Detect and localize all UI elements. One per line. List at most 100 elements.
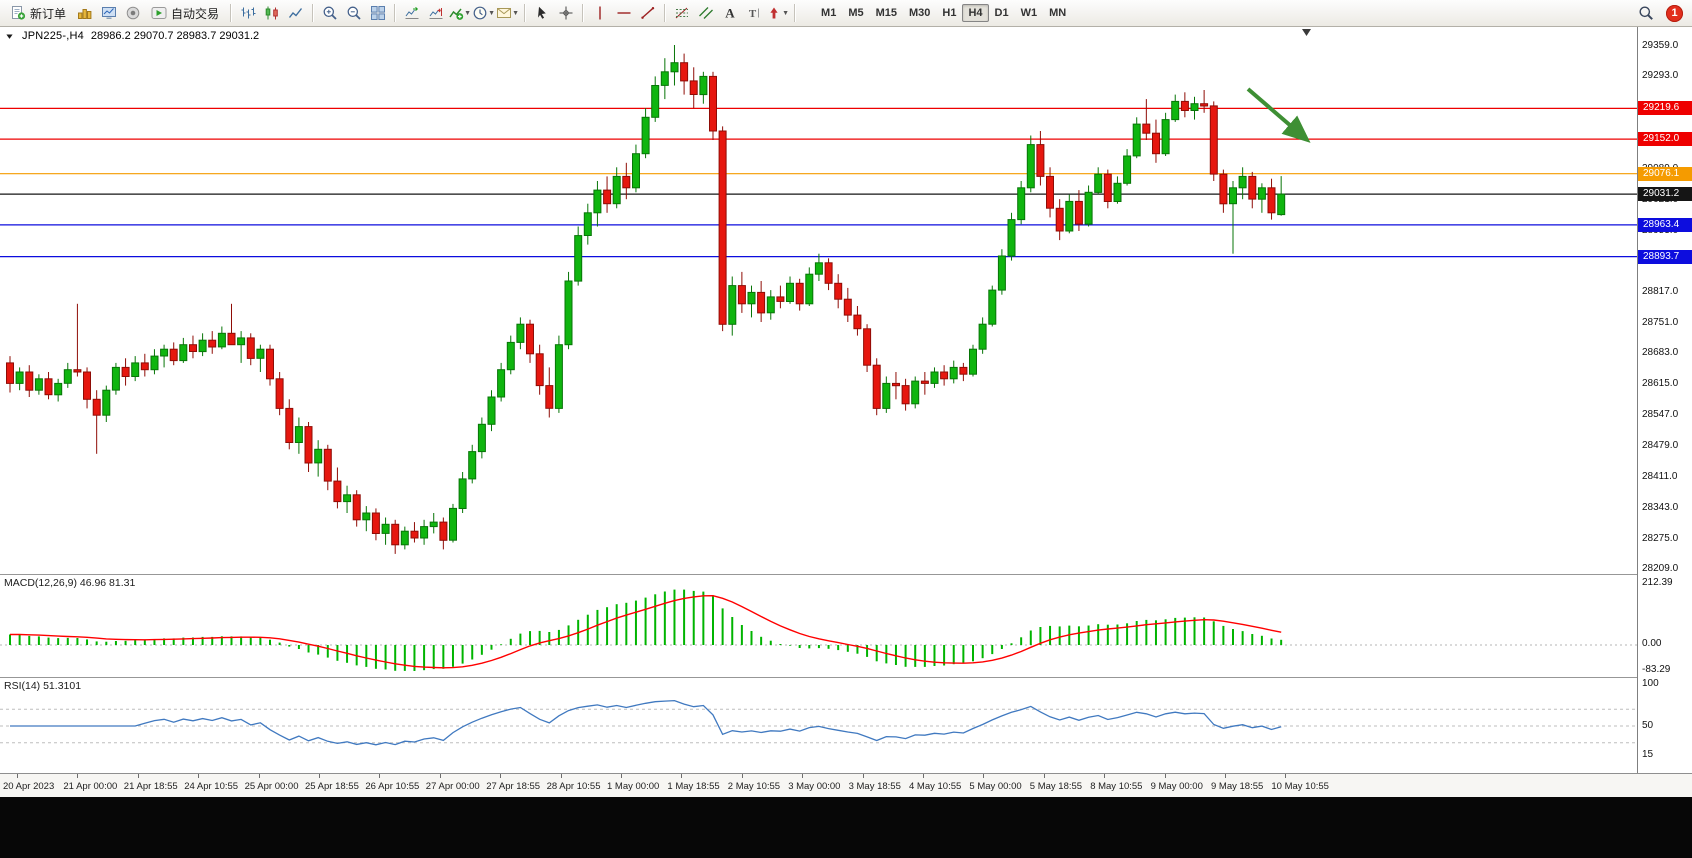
rsi-panel[interactable]: RSI(14) 51.3101 <box>0 677 1637 773</box>
macd-panel[interactable]: MACD(12,26,9) 46.96 81.31 <box>0 574 1637 677</box>
indicators-button[interactable]: ▼ <box>448 2 471 24</box>
new-order-button[interactable]: 新订单 <box>4 3 72 24</box>
candle <box>333 480 342 503</box>
price-axis-label: 28209.0 <box>1642 563 1679 574</box>
tile-windows-button[interactable] <box>366 2 389 24</box>
candle <box>63 369 72 384</box>
macd-histogram <box>9 589 1283 671</box>
timeframe-mn[interactable]: MN <box>1049 7 1067 19</box>
vertical-line-button[interactable] <box>588 2 611 24</box>
rsi-chart[interactable] <box>0 678 1637 773</box>
candle <box>1017 187 1026 221</box>
candle <box>323 448 332 482</box>
time-label: 4 May 10:55 <box>909 781 962 792</box>
timeframe-h1[interactable]: H1 <box>942 7 957 19</box>
toolbar: 新订单 自动交易 ▼ ▼ ▼ A T ▼ M1 M5 M15 M30 H1 H4 D1 W1 MN 1 <box>0 0 1692 27</box>
charts-menu-button[interactable] <box>73 2 96 24</box>
text-label-button[interactable]: T <box>742 2 765 24</box>
candle <box>651 85 660 118</box>
profile-button[interactable] <box>97 2 120 24</box>
candle <box>882 382 891 409</box>
time-tick <box>983 774 985 778</box>
candle-chart-button[interactable] <box>260 2 283 24</box>
chart-shift-button[interactable] <box>424 2 447 24</box>
notification-badge[interactable]: 1 <box>1666 4 1683 22</box>
time-tick <box>1285 774 1287 778</box>
price-chart-panel[interactable]: JPN225-,H4 28986.2 29070.7 28983.7 29031… <box>0 27 1637 574</box>
dropdown-caret-icon: ▼ <box>512 9 519 17</box>
time-label: 9 May 00:00 <box>1150 781 1203 792</box>
toolbar-separator <box>230 4 232 22</box>
candle <box>911 380 920 405</box>
fibonacci-button[interactable] <box>670 2 693 24</box>
candle <box>179 344 188 362</box>
rsi-axis-label: 50 <box>1642 720 1654 731</box>
timeframe-d1[interactable]: D1 <box>994 7 1009 19</box>
candle <box>834 282 843 300</box>
search-button[interactable] <box>1634 2 1657 24</box>
macd-axis-label: -83.29 <box>1642 664 1671 675</box>
timeframe-m1[interactable]: M1 <box>821 7 837 19</box>
horizontal-line-button[interactable] <box>612 2 635 24</box>
templates-button[interactable]: ▼ <box>496 2 519 24</box>
expert-icon <box>125 5 141 21</box>
bar-chart-button[interactable] <box>236 2 259 24</box>
expert-advisor-button[interactable] <box>121 2 144 24</box>
candle <box>1219 173 1228 205</box>
channel-icon <box>698 5 714 21</box>
timeframe-h4[interactable]: H4 <box>962 4 989 22</box>
macd-chart[interactable] <box>0 575 1637 677</box>
toolbar-buttons: 新订单 自动交易 ▼ ▼ ▼ A T ▼ <box>4 2 799 24</box>
time-axis[interactable]: 20 Apr 2023 21 Apr 00:00 21 Apr 18:55 24 Ap… <box>0 773 1692 797</box>
zoom-in-button[interactable] <box>318 2 341 24</box>
price-axis-label: 28479.0 <box>1642 440 1679 451</box>
candle <box>603 189 612 205</box>
timeframe-m15[interactable]: M15 <box>875 7 897 19</box>
text-button[interactable]: A <box>718 2 741 24</box>
cursor-button[interactable] <box>530 2 553 24</box>
clock-icon <box>472 5 488 21</box>
candle <box>15 371 24 384</box>
arrows-button[interactable]: ▼ <box>766 2 789 24</box>
candle <box>1036 144 1045 177</box>
price-chart[interactable] <box>0 27 1637 574</box>
crosshair-button[interactable] <box>554 2 577 24</box>
periods-button[interactable]: ▼ <box>472 2 495 24</box>
candle <box>169 348 178 362</box>
candle <box>516 323 525 343</box>
zoomout-icon <box>346 5 362 21</box>
timeframe-m5[interactable]: M5 <box>848 7 864 19</box>
toolbar-separator <box>312 4 314 22</box>
newdoc-icon <box>10 5 26 21</box>
rsi-axis-label: 100 <box>1642 678 1659 689</box>
candle <box>1103 173 1112 202</box>
text-icon: A <box>722 5 738 21</box>
rsi-axis-label: 15 <box>1642 749 1654 760</box>
auto-scroll-button[interactable] <box>400 2 423 24</box>
dropdown-caret-icon: ▼ <box>464 9 471 17</box>
chart-collapse-icon[interactable] <box>4 31 15 42</box>
time-tick <box>17 774 18 778</box>
price-axis[interactable]: 29359.029293.029225.029157.029089.029021… <box>1637 27 1692 773</box>
channel-button[interactable] <box>694 2 717 24</box>
candle <box>1267 187 1276 214</box>
candle <box>863 328 872 366</box>
autotrading-button[interactable]: 自动交易 <box>145 3 225 24</box>
label-icon: T <box>746 5 762 21</box>
svg-text:T: T <box>748 8 756 20</box>
price-axis-label: 28343.0 <box>1642 502 1679 513</box>
candle <box>420 526 429 539</box>
candle <box>901 385 910 405</box>
timeframe-w1[interactable]: W1 <box>1020 7 1038 19</box>
line-chart-button[interactable] <box>284 2 307 24</box>
candle <box>352 494 361 521</box>
profile-icon <box>101 5 117 21</box>
zoom-out-button[interactable] <box>342 2 365 24</box>
time-label: 3 May 18:55 <box>848 781 901 792</box>
trendline-button[interactable] <box>636 2 659 24</box>
timeframe-m30[interactable]: M30 <box>909 7 931 19</box>
time-tick <box>802 774 804 778</box>
vline-icon <box>592 5 608 21</box>
candle <box>1026 144 1035 189</box>
candle <box>256 348 265 359</box>
